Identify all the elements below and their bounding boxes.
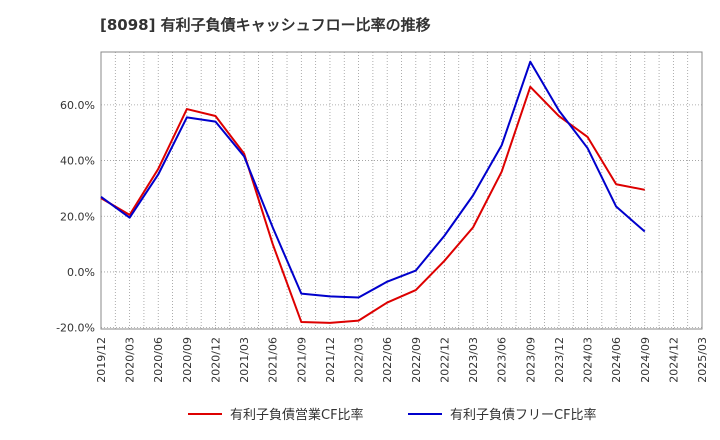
y-tick-label: 20.0% <box>60 210 95 223</box>
x-axis: 2019/12 2020/03 2020/06 2020/09 2020/12 2021/… <box>95 337 709 383</box>
y-tick-label: 40.0% <box>60 155 95 168</box>
x-tick-label: 2023/06 <box>496 337 509 383</box>
legend: 有利子負債営業CF比率 有利子負債フリーCF比率 <box>188 407 597 423</box>
plot-border <box>100 51 703 330</box>
x-tick-label: 2020/12 <box>209 337 222 383</box>
x-tick-label: 2020/09 <box>181 337 194 383</box>
x-tick-label: 2025/03 <box>696 337 709 383</box>
series-group <box>100 60 646 324</box>
x-tick-label: 2023/09 <box>524 337 537 383</box>
y-tick-label: 0.0% <box>67 266 95 279</box>
chart-title: [8098] 有利子負債キャッシュフロー比率の推移 <box>100 16 431 34</box>
x-tick-label: 2022/06 <box>381 337 394 383</box>
x-tick-label: 2021/06 <box>267 337 280 383</box>
x-tick-label: 2021/09 <box>295 337 308 383</box>
legend-label: 有利子負債営業CF比率 <box>230 407 364 423</box>
x-tick-label: 2021/12 <box>324 337 337 383</box>
y-tick-label: 60.0% <box>60 99 95 112</box>
series-line <box>100 60 646 299</box>
x-tick-label: 2023/03 <box>467 337 480 383</box>
x-tick-label: 2024/06 <box>610 337 623 383</box>
y-axis: -20.0% 0.0% 20.0% 40.0% 60.0% <box>56 99 95 335</box>
x-tick-label: 2020/03 <box>124 337 137 383</box>
x-tick-label: 2024/12 <box>667 337 680 383</box>
x-tick-label: 2020/06 <box>152 337 165 383</box>
legend-label: 有利子負債フリーCF比率 <box>450 407 597 423</box>
x-tick-label: 2023/12 <box>553 337 566 383</box>
x-tick-label: 2022/12 <box>438 337 451 383</box>
x-tick-label: 2024/09 <box>639 337 652 383</box>
x-tick-label: 2022/03 <box>353 337 366 383</box>
grid <box>101 52 702 329</box>
x-tick-label: 2022/09 <box>410 337 423 383</box>
x-tick-label: 2019/12 <box>95 337 108 383</box>
series-line <box>100 85 645 324</box>
x-tick-label: 2024/03 <box>582 337 595 383</box>
y-tick-label: -20.0% <box>56 322 95 335</box>
x-tick-label: 2021/03 <box>238 337 251 383</box>
